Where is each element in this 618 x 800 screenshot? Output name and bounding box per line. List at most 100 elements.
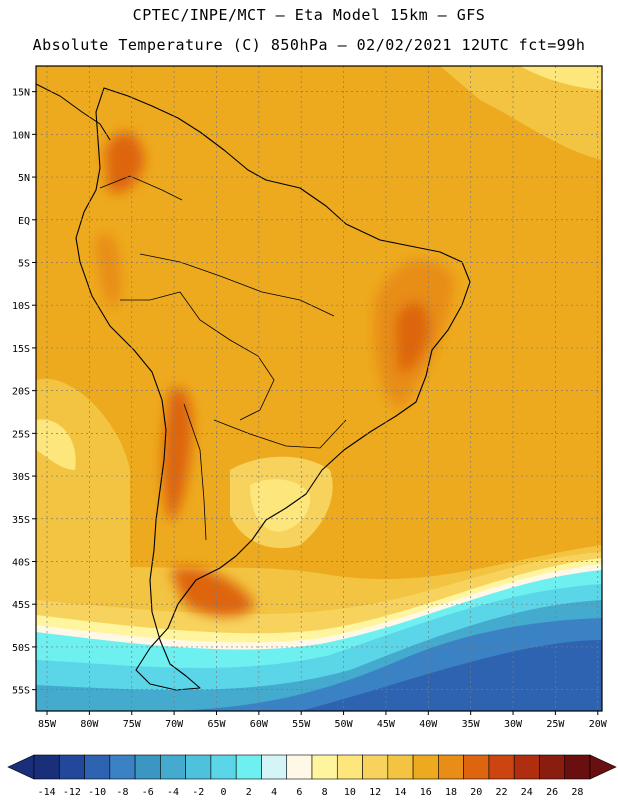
lat-tick-label: 45S <box>12 600 30 611</box>
map-frame <box>35 65 603 712</box>
border-colombia-venezuela <box>99 175 183 201</box>
lon-tick-label: 65W <box>207 719 226 730</box>
colorbar-label: -4 <box>167 787 179 798</box>
colorbar-swatch <box>286 754 313 780</box>
colorbar-label: 20 <box>470 787 482 798</box>
border-argentina-chile <box>183 403 207 541</box>
colorbar-swatch <box>387 754 414 780</box>
latitude-labels: 15N 10N 5N EQ 5S 10S 15S 20S 25S 30S 35S 40S 45S 50S 5… <box>12 88 36 697</box>
warm-cores <box>95 131 455 617</box>
colorbar-label: -8 <box>116 787 128 798</box>
colorbar-label: 8 <box>322 787 328 798</box>
lon-tick-label: 45W <box>377 719 396 730</box>
longitude-labels: 85W 80W 75W 70W 65W 60W 55W 50W 45W 40W 35W 30W 25W 2… <box>38 711 608 730</box>
colorbar-label: 10 <box>344 787 356 798</box>
temperature-field <box>36 66 602 711</box>
colorbar-swatch <box>539 754 566 780</box>
continent-outline <box>75 87 471 691</box>
colorbar-swatch <box>210 754 237 780</box>
warm-core-andes <box>162 387 193 520</box>
lat-tick-label: 5S <box>18 258 30 269</box>
colorbar-label: 16 <box>420 787 432 798</box>
lon-tick-label: 50W <box>335 719 354 730</box>
colorbar-label: 4 <box>271 787 277 798</box>
lat-tick-label: 50S <box>12 643 30 654</box>
lon-tick-label: 30W <box>504 719 523 730</box>
colorbar-swatch <box>336 754 363 780</box>
colorbar-label: 6 <box>296 787 302 798</box>
central-america-outline <box>35 83 111 141</box>
lat-tick-label: 20S <box>12 387 30 398</box>
colorbar: -14 -12 -10 -8 -6 -4 -2 0 2 4 6 8 10 12 14 16 18 20 22 24 26… <box>7 754 617 798</box>
lon-tick-label: 35W <box>462 719 481 730</box>
border-bolivia <box>179 291 275 421</box>
lat-tick-label: EQ <box>18 216 30 227</box>
lat-tick-label: 35S <box>12 515 30 526</box>
colorbar-label: -14 <box>38 787 56 798</box>
colorbar-label: 12 <box>369 787 381 798</box>
colorbar-swatch <box>58 754 85 780</box>
colorbar-swatch <box>33 754 60 780</box>
colorbar-label: -6 <box>142 787 154 798</box>
title-line-1: CPTEC/INPE/MCT – Eta Model 15km – GFS <box>132 6 486 24</box>
colorbar-overflow <box>589 754 617 780</box>
colorbar-swatch <box>463 754 490 780</box>
graticule <box>36 66 602 711</box>
colorbar-swatch <box>564 754 591 780</box>
lat-tick-label: 40S <box>12 557 30 568</box>
colorbar-underflow <box>7 754 35 780</box>
colorbar-swatch <box>134 754 161 780</box>
colorbar-swatch <box>261 754 288 780</box>
colorbar-label: 0 <box>221 787 227 798</box>
colorbar-swatch <box>109 754 136 780</box>
colorbar-swatch <box>362 754 389 780</box>
colorbar-swatch <box>84 754 111 780</box>
colorbar-label: -10 <box>88 787 106 798</box>
colorbar-swatch <box>311 754 338 780</box>
colorbar-label: 22 <box>496 787 508 798</box>
lon-tick-label: 75W <box>123 719 142 730</box>
country-borders <box>99 175 347 541</box>
lat-tick-label: 25S <box>12 429 30 440</box>
warm-core-ne-brazil-inner <box>395 301 430 373</box>
lon-tick-label: 80W <box>80 719 99 730</box>
colorbar-label: 18 <box>445 787 457 798</box>
colorbar-label: -12 <box>63 787 81 798</box>
field-band-14-16-ne <box>440 66 602 160</box>
colorbar-swatch <box>185 754 212 780</box>
lat-tick-label: 15S <box>12 344 30 355</box>
colorbar-swatch <box>235 754 262 780</box>
colorbar-swatch <box>513 754 540 780</box>
colorbar-swatch <box>488 754 515 780</box>
colorbar-label: 14 <box>394 787 406 798</box>
colorbar-label: 28 <box>571 787 583 798</box>
field-band-m10-m8-south <box>300 640 602 711</box>
lon-tick-label: 20W <box>589 719 608 730</box>
lat-tick-label: 10N <box>12 130 30 141</box>
colorbar-swatch <box>438 754 464 780</box>
border-paraguay <box>213 419 347 449</box>
colorbar-swatch <box>412 754 439 780</box>
lat-tick-label: 30S <box>12 472 30 483</box>
warm-core-peru <box>95 233 121 308</box>
colorbar-label: 2 <box>246 787 252 798</box>
field-band-10-12-west <box>36 419 76 470</box>
lon-tick-label: 25W <box>546 719 565 730</box>
title-line-2: Absolute Temperature (C) 850hPa – 02/02/… <box>32 36 586 54</box>
colorbar-label: -2 <box>192 787 204 798</box>
colorbar-swatch <box>160 754 186 780</box>
border-peru-brazil <box>120 291 181 301</box>
lat-tick-label: 15N <box>12 88 30 99</box>
lat-tick-label: 5N <box>18 173 30 184</box>
colorbar-label: 26 <box>546 787 558 798</box>
lon-tick-label: 85W <box>38 719 57 730</box>
lon-tick-label: 55W <box>292 719 311 730</box>
lon-tick-label: 60W <box>250 719 269 730</box>
lon-tick-label: 40W <box>419 719 438 730</box>
lat-tick-label: 55S <box>12 686 30 697</box>
border-brazil-north <box>139 253 335 317</box>
field-band-12-14-ne <box>520 66 602 90</box>
lat-tick-label: 10S <box>12 301 30 312</box>
lon-tick-label: 70W <box>165 719 184 730</box>
